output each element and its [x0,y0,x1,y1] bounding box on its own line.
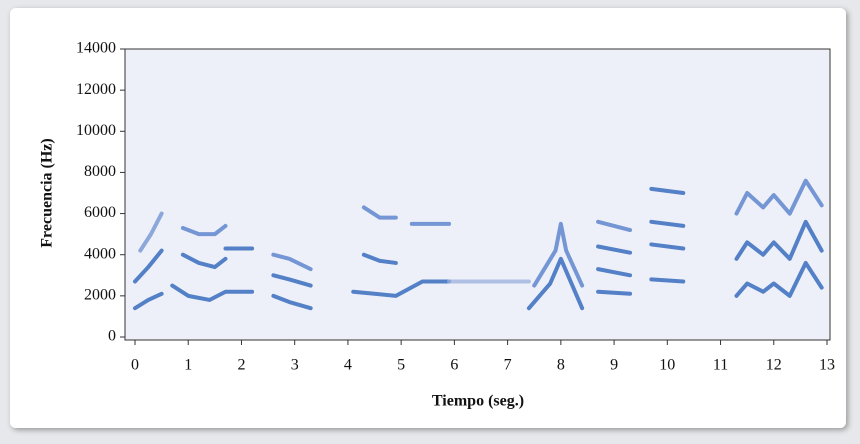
y-tick-label: 4000 [84,245,116,262]
y-tick-label: 14000 [76,40,116,57]
x-tick-label: 10 [659,357,675,374]
x-axis-label: Tiempo (seg.) [432,393,524,410]
harmonic-trace [180,252,228,270]
y-tick-label: 2000 [84,287,116,304]
harmonic-trace [532,221,585,288]
x-tick-label: 2 [237,357,245,374]
x-tick-label: 7 [504,357,512,374]
x-tick-label: 5 [397,357,405,374]
x-tick-label: 4 [344,357,352,374]
harmonic-trace [596,219,633,233]
x-tick-label: 8 [557,357,565,374]
harmonic-trace [138,211,164,253]
x-tick-label: 0 [131,357,139,374]
harmonic-trace [271,293,313,311]
harmonic-trace [596,244,633,255]
y-tick-label: 10000 [76,122,116,139]
y-tick-label: 0 [108,328,116,345]
x-tick-label: 13 [819,357,835,374]
x-tick-label: 11 [713,357,728,374]
y-axis-label: Frecuencia (Hz) [39,138,56,247]
x-tick-label: 3 [291,357,299,374]
x-tick-label: 6 [450,357,458,374]
x-tick-label: 9 [610,357,618,374]
harmonic-trace [734,260,824,298]
harmonic-trace [361,252,398,265]
y-tick-label: 12000 [76,81,116,98]
harmonic-trace [351,279,452,298]
harmonic-trace [596,289,633,296]
y-tick-label: 6000 [84,204,116,221]
harmonic-trace [526,256,585,311]
harmonic-trace [649,219,686,228]
harmonic-trace [734,178,824,216]
harmonic-trace [649,186,686,195]
plot-area [124,48,831,341]
harmonic-trace [180,223,228,237]
harmonic-trace [271,273,313,288]
harmonic-trace [133,291,164,311]
harmonic-trace [271,252,313,272]
x-tick-label: 1 [184,357,192,374]
harmonic-trace [361,205,398,220]
harmonic-trace [649,242,686,251]
x-tick-label: 12 [766,357,782,374]
harmonic-trace [596,267,633,278]
harmonic-trace [734,219,824,261]
harmonic-trace [649,277,686,284]
harmonic-trace [133,248,164,284]
y-tick-label: 8000 [84,163,116,180]
harmonic-trace [170,283,255,302]
